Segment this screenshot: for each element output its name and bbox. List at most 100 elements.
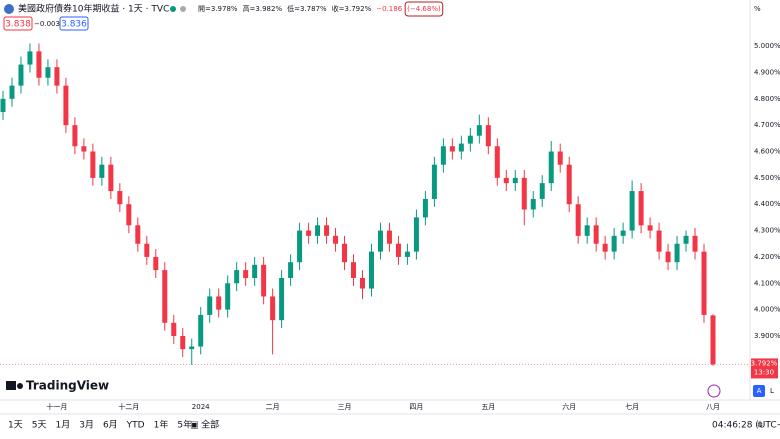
candle-body — [440, 146, 446, 165]
y-tick-label: 4.000% — [754, 306, 780, 314]
candle-body — [144, 243, 150, 257]
candle-body — [45, 67, 51, 78]
range-button[interactable]: 1年 — [154, 419, 169, 431]
change-highlight — [404, 1, 444, 17]
candle-body — [386, 230, 392, 244]
candle-body — [404, 251, 410, 257]
auto-button[interactable] — [753, 385, 765, 397]
candle-body — [422, 198, 428, 218]
y-tick-label: 5.000% — [754, 42, 780, 50]
candle-body — [512, 177, 518, 184]
unit: % — [754, 5, 761, 13]
flag-icon — [4, 4, 14, 14]
legend-value: −0.186 — [376, 5, 402, 13]
x-tick-label: 三月 — [338, 403, 352, 411]
candle-body — [701, 251, 707, 315]
candle-body — [324, 225, 330, 236]
candle-body — [602, 243, 608, 252]
candle-body — [198, 314, 204, 347]
legend-value: 開=3.978% — [198, 5, 238, 13]
status-dot — [180, 6, 186, 12]
candle-body — [90, 151, 96, 178]
range-button[interactable]: 全部 — [201, 419, 219, 431]
candle-body — [665, 251, 671, 263]
candle-body — [674, 243, 680, 263]
candle-body — [126, 204, 132, 226]
bid: 3.838 — [5, 20, 31, 30]
range-button[interactable]: 6月 — [103, 420, 118, 431]
x-tick-label: 六月 — [562, 402, 576, 411]
candle-body — [342, 243, 348, 263]
candle-body — [710, 315, 716, 365]
log-label[interactable]: L — [770, 387, 774, 395]
candle-body — [566, 164, 572, 205]
candle-body — [395, 243, 401, 257]
candle-body — [270, 296, 276, 321]
candle-body — [647, 225, 653, 231]
legend-value: 高=3.982% — [243, 4, 283, 13]
candle-body — [297, 230, 303, 263]
ask: 3.836 — [61, 20, 87, 30]
range-button[interactable]: 1月 — [55, 420, 70, 431]
range-button[interactable]: 5天 — [32, 421, 47, 431]
candle-body — [593, 225, 599, 244]
logo-mark — [6, 381, 16, 390]
y-tick-label: 4.400% — [754, 200, 780, 208]
bid-box[interactable] — [3, 16, 33, 31]
candle-body — [458, 143, 464, 152]
candle-body — [656, 230, 662, 252]
candle-body — [494, 146, 500, 178]
y-tick-label: 4.500% — [754, 174, 780, 182]
logo-mark — [17, 383, 23, 389]
range-button[interactable]: YTD — [126, 421, 145, 431]
candle-body — [683, 235, 689, 244]
x-tick-label: 2024 — [192, 403, 210, 411]
candle-body — [63, 85, 69, 126]
candle-body — [108, 164, 114, 192]
candle-body — [629, 191, 635, 231]
candle-body — [539, 183, 545, 199]
range-button[interactable]: 3月 — [79, 420, 94, 431]
candle-body — [584, 225, 590, 236]
candle-body — [162, 270, 168, 323]
last-price-box — [751, 358, 778, 379]
candle-body — [521, 177, 527, 210]
clock: 04:46:28 (UTC+8) — [712, 421, 780, 431]
candle-body — [575, 204, 581, 236]
candle-body — [99, 164, 105, 178]
candle-body — [261, 264, 267, 297]
flash-icon[interactable] — [707, 384, 721, 398]
candle-body — [252, 264, 258, 279]
range-button[interactable]: 5年 — [177, 419, 192, 431]
candle-body — [180, 335, 186, 350]
chart-title: 美國政府債券10年期收益 · 1天 · TVC — [18, 3, 169, 15]
candle-body — [306, 230, 312, 236]
ohlc-legend: 開=3.978% 高=3.982% 低=3.787% 收=3.792% −0.186 (−… — [198, 1, 444, 17]
legend-value: (−4.68%) — [407, 5, 441, 13]
settings-icon[interactable]: ⚙ — [757, 421, 763, 429]
y-tick-label: 4.800% — [754, 95, 780, 103]
spread: −0.003 — [34, 20, 60, 28]
x-tick-label: 七月 — [625, 402, 639, 411]
candle-body — [279, 278, 285, 321]
candle-body — [557, 151, 563, 165]
candle-body — [216, 296, 222, 310]
candle-body — [351, 262, 357, 279]
candle-body — [503, 177, 509, 184]
candle-body — [315, 225, 321, 236]
candle-body — [0, 98, 6, 112]
ask-box[interactable] — [59, 16, 89, 31]
candle-body — [243, 270, 249, 279]
range-button[interactable]: 1天 — [8, 421, 23, 431]
candle-body — [54, 67, 60, 86]
x-tick-label: 十一月 — [46, 402, 67, 411]
candle-body — [117, 191, 123, 205]
candle-body — [431, 164, 437, 199]
calendar-icon[interactable]: ▣ — [190, 421, 199, 431]
auto-label: A — [757, 387, 762, 395]
logo-text: TradingView — [26, 379, 109, 393]
candle-body — [135, 225, 141, 244]
candle-body — [377, 230, 383, 252]
